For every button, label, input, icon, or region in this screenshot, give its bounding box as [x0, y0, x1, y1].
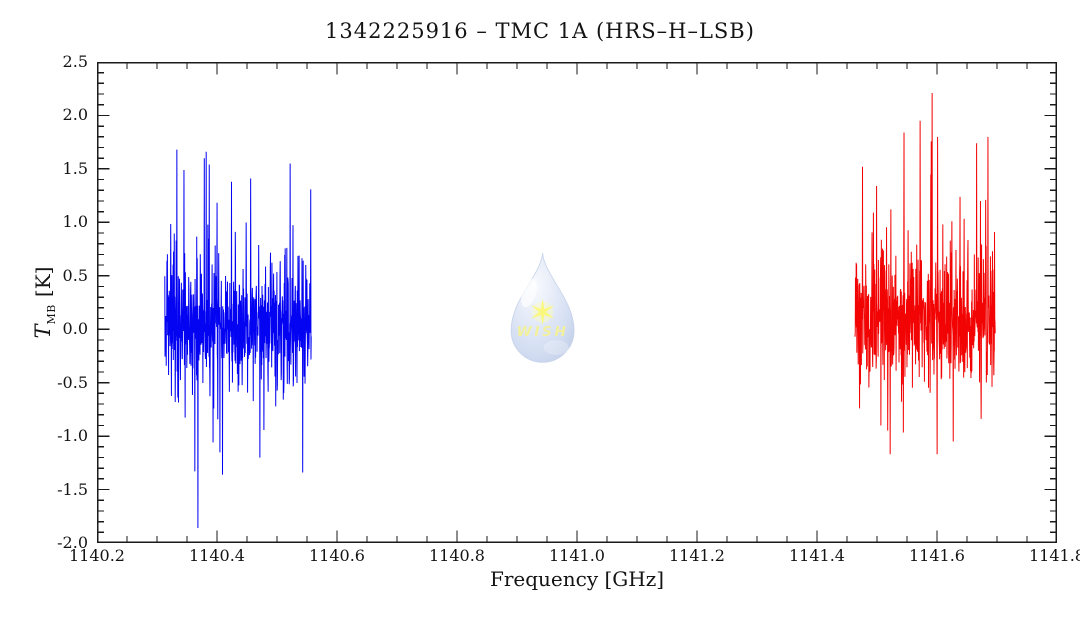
- x-tick-label: 1141.6: [909, 546, 965, 565]
- x-tick-label: 1141.8: [1029, 546, 1080, 565]
- plot-title: 1342225916 – TMC 1A (HRS–H–LSB): [325, 19, 755, 43]
- y-tick-label: -1.5: [57, 479, 88, 499]
- y-tick-label: 0.5: [62, 265, 88, 285]
- plot-frame: [97, 62, 1057, 543]
- drop-highlight: [521, 278, 537, 308]
- x-axis-label: Frequency [GHz]: [489, 567, 665, 591]
- x-tick-label: 1140.2: [69, 546, 125, 565]
- y-tick-label: 1.5: [62, 158, 88, 178]
- x-tick-label: 1141.4: [789, 546, 845, 565]
- lsb-spectrum-segment-red: [854, 92, 996, 455]
- y-tick-label: 1.0: [62, 212, 88, 232]
- x-tick-label: 1140.8: [429, 546, 485, 565]
- plot-canvas: WISH: [97, 62, 1057, 543]
- x-tick-label: 1141.0: [549, 546, 605, 565]
- watermark-text: WISH: [517, 324, 569, 340]
- x-tick-label: 1140.6: [309, 546, 365, 565]
- star-icon: [530, 298, 555, 326]
- y-tick-label: 2.5: [62, 52, 88, 71]
- lsb-spectrum-segment-blue: [164, 149, 312, 529]
- x-tick-label: 1140.4: [189, 546, 245, 565]
- drop-bottom-sheen: [543, 340, 569, 355]
- y-tick-label: -2.0: [57, 533, 88, 552]
- y-tick-label: -0.5: [57, 372, 88, 392]
- x-tick-label: 1141.2: [669, 546, 725, 565]
- generated-plot-layer: [97, 62, 1057, 543]
- y-tick-label: -1.0: [57, 426, 88, 446]
- y-tick-label: 2.0: [62, 105, 88, 125]
- y-axis-label: TMB[K]: [20, 62, 66, 543]
- wish-watermark: WISH: [510, 253, 575, 363]
- y-tick-label: 0.0: [62, 319, 88, 339]
